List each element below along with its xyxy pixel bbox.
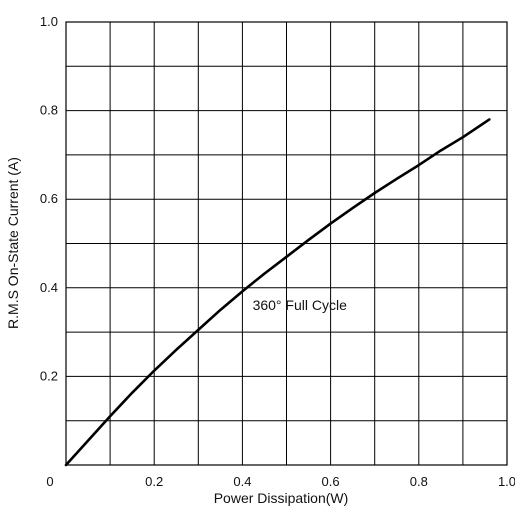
y-axis-label: R.M.S On-State Current (A) (5, 157, 21, 329)
x-tick-label: 0 (46, 474, 53, 489)
y-tick-label: 0.8 (40, 103, 58, 118)
plot-frame (65, 21, 508, 466)
x-tick-label: 0.2 (145, 474, 163, 489)
y-tick-label: 0.6 (40, 191, 58, 206)
y-axis-ticks: 0.2 0.4 0.6 0.8 1.0 (40, 14, 58, 383)
x-axis-label: Power Dissipation(W) (214, 490, 349, 506)
grid (65, 21, 508, 466)
series-line (64, 118, 491, 467)
series-layer (64, 118, 491, 467)
x-tick-label: 0.6 (322, 474, 340, 489)
x-tick-label: 1.0 (498, 474, 515, 489)
x-tick-label: 0.8 (410, 474, 428, 489)
annotation-label: 360° Full Cycle (253, 297, 348, 313)
y-tick-label: 1.0 (40, 14, 58, 29)
y-tick-label: 0.2 (40, 368, 58, 383)
x-axis-ticks: 0 0.2 0.4 0.6 0.8 1.0 (46, 474, 515, 489)
annotation-layer: 360° Full Cycle (253, 297, 348, 313)
x-tick-label: 0.4 (233, 474, 251, 489)
y-tick-label: 0.4 (40, 280, 58, 295)
